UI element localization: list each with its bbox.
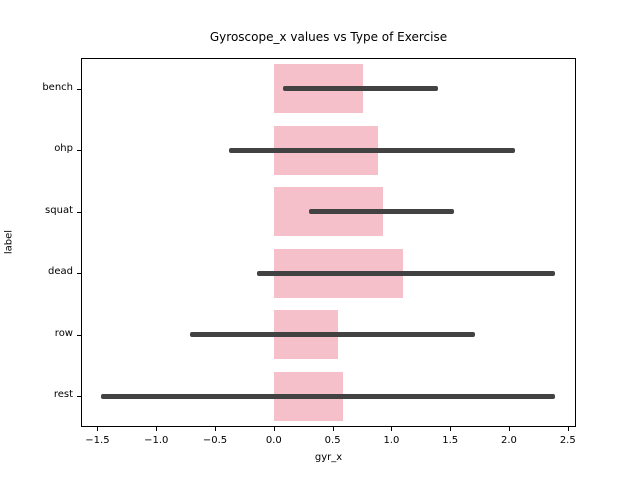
x-tick-mark [97,427,99,431]
y-tick-label-squat: squat [45,204,73,216]
x-tick-label: 2.0 [501,435,517,446]
x-tick-mark [273,427,275,431]
x-tick-mark [508,427,510,431]
x-tick-label: −1.5 [85,435,110,446]
x-tick-mark [332,427,334,431]
error-bar-squat [309,209,454,215]
x-tick-mark [567,427,569,431]
x-tick-label: −0.5 [202,435,228,446]
y-tick-mark-squat [77,211,81,213]
x-tick-mark [215,427,217,431]
x-tick-label: 0.0 [265,435,282,446]
x-tick-mark [450,427,452,431]
x-tick-label: 2.5 [559,435,576,446]
error-bar-dead [257,270,555,276]
y-tick-label-ohp: ohp [54,143,73,155]
error-bar-bench [283,86,439,92]
y-tick-mark-rest [77,396,81,398]
error-bar-row [190,332,475,338]
x-tick-mark [391,427,393,431]
x-tick-mark [156,427,158,431]
error-bar-rest [100,393,555,399]
y-tick-mark-ohp [77,150,81,152]
x-tick-label: 1.0 [383,435,400,446]
y-axis-label: label [3,229,15,255]
x-tick-label: −1.0 [144,435,169,446]
y-tick-label-dead: dead [48,266,73,278]
error-bar-ohp [229,147,515,153]
chart-title: Gyroscope_x values vs Type of Exercise [209,30,448,44]
x-tick-label: 1.5 [442,435,459,446]
y-tick-label-row: row [54,327,73,339]
y-tick-mark-row [77,334,81,336]
y-tick-mark-dead [77,273,81,275]
plot-area [81,58,576,427]
y-tick-label-rest: rest [53,389,73,401]
x-axis-label: gyr_x [314,452,343,463]
y-tick-label-bench: bench [42,81,73,93]
x-tick-label: 0.5 [324,435,341,446]
y-tick-mark-bench [77,88,81,90]
